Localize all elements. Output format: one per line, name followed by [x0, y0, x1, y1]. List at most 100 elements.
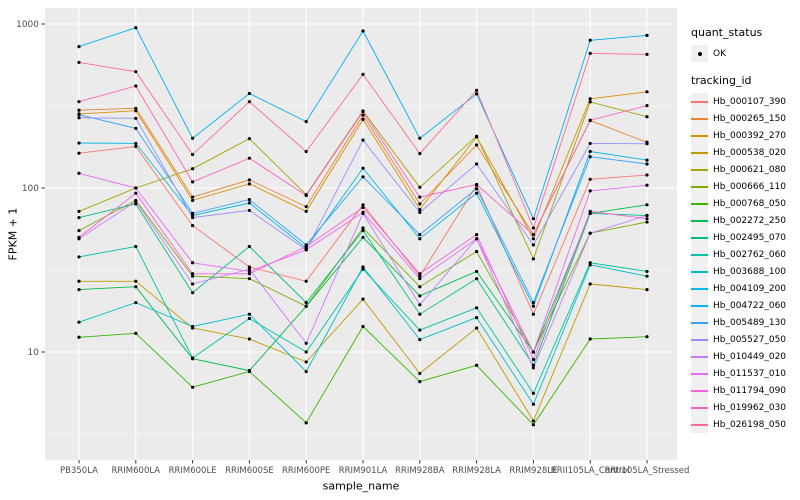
data-point — [247, 277, 251, 281]
data-point — [588, 231, 592, 235]
legend-key — [691, 144, 708, 161]
data-point — [191, 136, 195, 140]
legend-item-tracking: Hb_026198_050 — [691, 416, 799, 433]
legend-line-swatch — [691, 253, 708, 256]
legend-label: Hb_005527_050 — [713, 334, 787, 345]
legend-key — [691, 246, 708, 263]
legend-line-swatch — [691, 100, 708, 103]
data-point — [361, 267, 365, 271]
data-point — [418, 303, 422, 307]
data-point — [645, 335, 649, 339]
data-point — [191, 282, 195, 286]
data-point — [191, 274, 195, 278]
data-point — [247, 369, 251, 373]
data-point — [475, 237, 479, 241]
data-point — [645, 217, 649, 221]
data-point — [531, 357, 536, 362]
data-point — [588, 177, 592, 181]
data-point — [475, 134, 479, 138]
data-point — [304, 120, 308, 124]
data-point — [191, 356, 195, 360]
data-point — [475, 277, 479, 281]
data-point — [531, 423, 536, 427]
data-point — [588, 38, 592, 42]
data-point — [531, 366, 536, 370]
legend-line-swatch — [691, 321, 708, 324]
legend-item-tracking: Hb_000666_110 — [691, 178, 799, 195]
data-point — [77, 100, 81, 104]
data-point — [191, 223, 195, 228]
legend-line-swatch — [691, 219, 708, 222]
data-point — [418, 152, 422, 156]
plot-panel — [45, 8, 677, 460]
data-point — [475, 306, 479, 310]
data-point — [247, 269, 251, 274]
data-point — [418, 371, 422, 376]
legend-label: Hb_011537_010 — [713, 368, 787, 379]
data-point — [645, 162, 649, 166]
legend-label: Hb_005489_130 — [713, 317, 787, 328]
data-point — [645, 274, 649, 278]
data-point — [134, 109, 138, 113]
data-point — [645, 173, 649, 177]
data-point — [247, 208, 251, 213]
legend-label: Hb_003688_100 — [713, 266, 787, 277]
data-point — [588, 149, 592, 154]
data-point — [304, 360, 308, 364]
data-point — [134, 186, 138, 190]
data-point — [134, 301, 138, 305]
data-point — [588, 189, 592, 193]
data-point — [645, 52, 649, 56]
data-point — [361, 297, 365, 301]
legend-key — [691, 161, 708, 178]
data-point — [475, 143, 479, 147]
data-point — [191, 167, 195, 171]
data-point — [418, 207, 422, 212]
data-point — [361, 324, 365, 329]
data-point — [531, 257, 536, 261]
data-point — [304, 350, 308, 354]
legend-point-swatch — [697, 51, 702, 56]
data-point — [247, 316, 251, 321]
legend-line-swatch — [691, 355, 708, 358]
data-point — [361, 72, 365, 76]
legend-line-swatch — [691, 423, 708, 426]
data-point — [418, 285, 422, 289]
legend-key — [691, 297, 708, 314]
legend-item-tracking: Hb_000768_050 — [691, 195, 799, 212]
data-point — [475, 187, 479, 191]
legend-item-tracking: Hb_000538_020 — [691, 144, 799, 161]
legend-line-swatch — [691, 117, 708, 120]
data-point — [77, 108, 81, 112]
legend-key — [691, 212, 708, 229]
data-point — [475, 232, 479, 237]
data-point — [77, 141, 81, 145]
data-point — [134, 116, 138, 120]
legend-key — [691, 331, 708, 348]
data-point — [247, 197, 251, 202]
data-point — [191, 211, 195, 216]
data-point — [361, 29, 365, 33]
legend-label: Hb_000768_050 — [713, 198, 787, 209]
data-point — [475, 249, 479, 254]
x-tick-label: RRII105LA_Stressed — [605, 466, 690, 476]
data-point — [247, 100, 251, 104]
data-point — [531, 391, 536, 395]
legend-item-tracking: Hb_004722_060 — [691, 297, 799, 314]
x-tick-label: RRIM600LE — [169, 466, 217, 476]
x-tick-label: RRIM901LA — [339, 466, 388, 476]
data-point — [247, 265, 251, 269]
data-point — [247, 201, 251, 205]
data-point — [304, 341, 308, 345]
x-tick-label: RRIM600LA — [111, 466, 160, 476]
legend-label: Hb_000538_020 — [713, 147, 787, 158]
data-point — [247, 272, 251, 276]
data-point — [191, 195, 195, 199]
legend-item-quant: OK — [691, 45, 799, 62]
data-point — [645, 213, 649, 218]
data-point — [361, 235, 365, 239]
data-point — [191, 198, 195, 203]
legend-key — [691, 382, 708, 399]
data-point — [418, 294, 422, 298]
data-point — [134, 126, 138, 130]
